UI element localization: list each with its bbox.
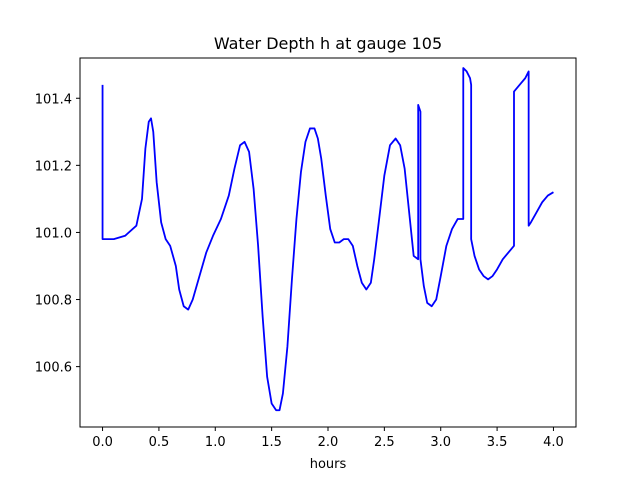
x-tick-label: 3.5: [487, 435, 508, 450]
y-tick-label: 100.6: [35, 361, 72, 376]
y-tick-label: 101.4: [35, 92, 72, 107]
y-tick-label: 101.2: [35, 159, 72, 174]
y-axis: 100.6 100.8 101.0 101.2 101.4: [35, 92, 80, 376]
y-tick-label: 100.8: [35, 294, 72, 309]
x-tick-label: 1.5: [261, 435, 282, 450]
x-tick-label: 0.5: [149, 435, 170, 450]
x-axis: 0.0 0.5 1.0 1.5 2.0 2.5 3.0 3.5 4.0: [92, 427, 564, 450]
x-tick-label: 3.0: [430, 435, 451, 450]
y-tick-label: 101.0: [35, 226, 72, 241]
x-tick-label: 2.0: [318, 435, 339, 450]
x-tick-label: 1.0: [205, 435, 226, 450]
chart-title: Water Depth h at gauge 105: [214, 34, 442, 53]
x-tick-label: 4.0: [543, 435, 564, 450]
x-axis-label: hours: [310, 457, 347, 472]
x-tick-label: 0.0: [92, 435, 113, 450]
series-line-water-depth: [101, 67, 554, 412]
x-tick-label: 2.5: [374, 435, 395, 450]
